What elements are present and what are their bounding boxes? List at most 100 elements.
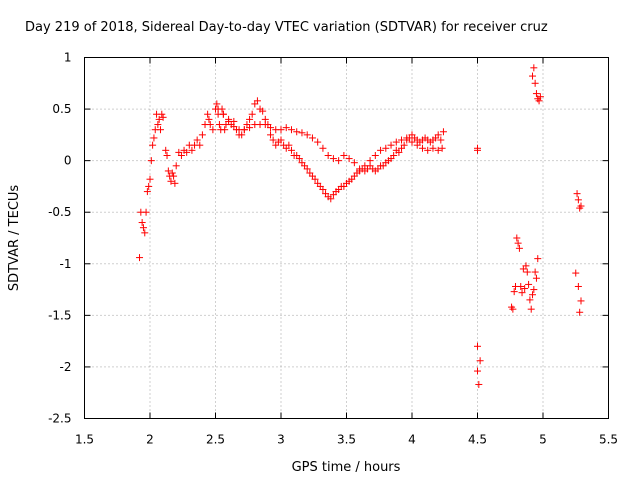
data-point xyxy=(158,110,166,118)
y-axis-label: SDTVAR / TECUs xyxy=(7,185,22,292)
data-point xyxy=(475,380,483,388)
x-tick-label: 5.5 xyxy=(599,433,618,447)
data-point xyxy=(142,208,150,216)
x-axis-label: GPS time / hours xyxy=(292,460,401,475)
data-point xyxy=(400,141,408,149)
y-tick-label: -2 xyxy=(60,360,72,374)
data-point xyxy=(177,151,185,159)
data-point xyxy=(335,157,343,165)
data-point xyxy=(183,148,191,156)
data-point xyxy=(356,165,364,173)
data-point xyxy=(329,155,337,163)
data-point xyxy=(168,169,176,177)
data-point xyxy=(159,113,167,121)
data-point xyxy=(510,288,518,296)
data-point xyxy=(238,131,246,139)
data-point xyxy=(196,141,204,149)
data-point xyxy=(530,286,538,294)
data-point xyxy=(136,254,144,262)
data-point xyxy=(573,190,581,198)
data-point xyxy=(213,100,221,108)
x-tick-label: 3.5 xyxy=(337,433,356,447)
data-point xyxy=(308,134,316,142)
data-point xyxy=(240,126,248,134)
data-point xyxy=(371,151,379,159)
data-point xyxy=(269,136,277,144)
data-point xyxy=(515,244,523,252)
data-point xyxy=(155,115,163,123)
chart-title: Day 219 of 2018, Sidereal Day-to-day VTE… xyxy=(25,20,548,35)
data-point xyxy=(319,144,327,152)
data-point xyxy=(382,144,390,152)
data-point xyxy=(418,144,426,152)
data-point xyxy=(526,296,534,304)
data-point xyxy=(531,79,539,87)
data-point xyxy=(205,115,213,123)
data-point xyxy=(141,229,149,237)
data-point xyxy=(277,136,285,144)
data-point xyxy=(143,188,151,196)
data-point xyxy=(230,123,238,131)
data-point xyxy=(225,117,233,125)
data-point xyxy=(361,162,369,170)
x-tick-label: 2.5 xyxy=(206,433,225,447)
data-point xyxy=(398,136,406,144)
y-tick-label: -0.5 xyxy=(48,205,71,219)
data-point xyxy=(219,110,227,118)
data-point xyxy=(170,172,178,180)
x-tick-labels: 1.5 2 2.5 3 3.5 4 4.5 5 5.5 xyxy=(75,433,618,447)
x-tick-label: 4.5 xyxy=(468,433,487,447)
data-point xyxy=(246,115,254,123)
data-point xyxy=(340,151,348,159)
data-point xyxy=(517,282,525,290)
data-point xyxy=(248,110,256,118)
data-point xyxy=(167,177,175,185)
data-point xyxy=(215,121,223,129)
grid xyxy=(84,57,609,419)
data-point xyxy=(576,308,584,316)
data-point xyxy=(324,151,332,159)
data-point xyxy=(413,141,421,149)
data-point xyxy=(154,121,162,129)
data-point xyxy=(267,131,275,139)
data-point xyxy=(522,262,530,270)
x-tick-label: 2 xyxy=(146,433,154,447)
data-point xyxy=(163,151,171,159)
data-point xyxy=(221,126,229,134)
data-point xyxy=(535,97,543,105)
data-point xyxy=(311,175,319,183)
data-point xyxy=(206,121,214,129)
data-point xyxy=(277,126,285,134)
data-point xyxy=(387,141,395,149)
data-point xyxy=(198,131,206,139)
data-point xyxy=(574,196,582,204)
data-point xyxy=(439,128,447,136)
data-point xyxy=(149,141,157,149)
data-point xyxy=(525,280,533,288)
data-point xyxy=(514,239,522,247)
data-point xyxy=(474,144,481,152)
data-point xyxy=(303,131,311,139)
data-point xyxy=(188,146,196,154)
data-point xyxy=(156,126,164,134)
data-point xyxy=(209,126,217,134)
y-tick-label: -1.5 xyxy=(48,308,71,322)
data-point xyxy=(532,274,540,282)
y-tick-label: -1 xyxy=(60,257,72,271)
data-point xyxy=(521,285,529,293)
x-tick-label: 4 xyxy=(408,433,416,447)
x-tick-label: 5 xyxy=(539,433,547,447)
data-point xyxy=(523,268,531,276)
y-tick-label: 0.5 xyxy=(52,102,71,116)
data-point xyxy=(164,167,172,175)
data-point xyxy=(171,179,179,187)
data-point xyxy=(147,157,155,165)
data-point xyxy=(150,134,158,142)
data-point xyxy=(285,141,293,149)
data-point xyxy=(204,110,212,118)
y-tick-labels: 1 0.5 0 -0.5 -1 -1.5 -2 -2.5 xyxy=(48,51,71,426)
data-point xyxy=(146,175,154,183)
data-point xyxy=(162,146,170,154)
data-point xyxy=(246,124,254,132)
